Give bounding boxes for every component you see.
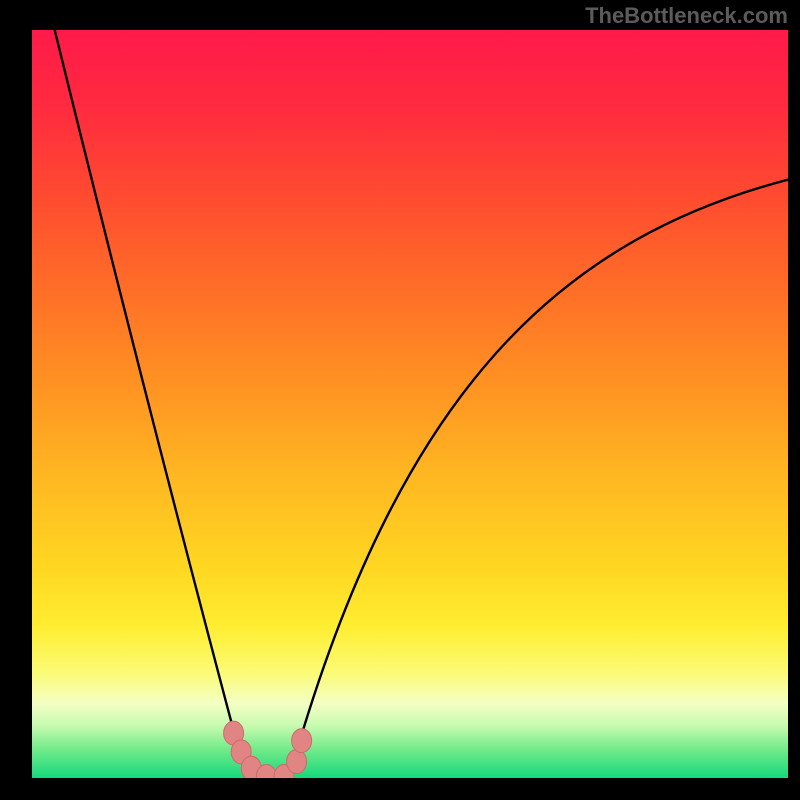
marker-group	[224, 721, 312, 778]
curve-layer	[32, 30, 788, 778]
watermark-text: TheBottleneck.com	[585, 3, 788, 29]
bottleneck-curve	[55, 30, 788, 778]
data-marker	[292, 729, 312, 753]
plot-area	[32, 30, 788, 778]
data-marker	[287, 750, 307, 774]
